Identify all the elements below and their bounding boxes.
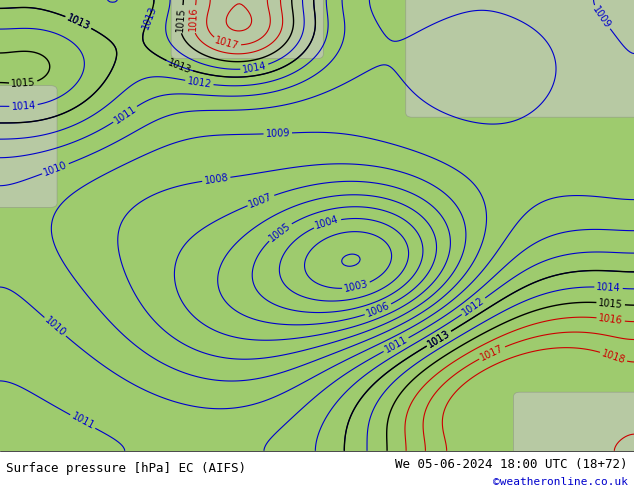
Text: 1014: 1014 <box>596 282 621 293</box>
Text: 1011: 1011 <box>112 103 138 125</box>
Text: 1006: 1006 <box>365 300 391 319</box>
Text: 1011: 1011 <box>70 412 96 432</box>
FancyBboxPatch shape <box>171 0 323 59</box>
Text: ©weatheronline.co.uk: ©weatheronline.co.uk <box>493 477 628 487</box>
Text: 1013: 1013 <box>426 328 452 349</box>
Text: We 05-06-2024 18:00 UTC (18+72): We 05-06-2024 18:00 UTC (18+72) <box>395 458 628 471</box>
Text: 1017: 1017 <box>214 35 240 51</box>
Text: 1008: 1008 <box>204 172 229 186</box>
Text: 1005: 1005 <box>267 220 293 243</box>
Text: 1018: 1018 <box>600 348 626 366</box>
Text: 1013: 1013 <box>166 57 193 75</box>
Text: 1011: 1011 <box>383 334 410 355</box>
Text: 1012: 1012 <box>186 76 212 90</box>
Text: 1013: 1013 <box>140 4 158 31</box>
Text: 1015: 1015 <box>174 6 186 32</box>
Text: 1010: 1010 <box>42 315 68 339</box>
Text: Surface pressure [hPa] EC (AIFS): Surface pressure [hPa] EC (AIFS) <box>6 462 247 475</box>
Text: 1013: 1013 <box>65 12 92 32</box>
Text: 1004: 1004 <box>314 215 340 231</box>
FancyBboxPatch shape <box>406 0 634 117</box>
Text: 1013: 1013 <box>426 328 452 349</box>
Text: 1007: 1007 <box>247 191 274 209</box>
Text: 1012: 1012 <box>461 295 486 318</box>
Text: 1016: 1016 <box>188 7 198 31</box>
Text: 1014: 1014 <box>242 61 268 75</box>
Text: 1016: 1016 <box>598 313 623 326</box>
FancyBboxPatch shape <box>0 86 57 207</box>
Text: 1013: 1013 <box>65 12 92 32</box>
Text: 1014: 1014 <box>11 100 36 112</box>
Text: 1009: 1009 <box>591 4 612 30</box>
Text: 1017: 1017 <box>479 343 505 363</box>
Text: 1009: 1009 <box>266 128 290 139</box>
Text: 1003: 1003 <box>343 279 369 294</box>
Text: 1010: 1010 <box>42 160 68 178</box>
Text: 1015: 1015 <box>11 78 36 89</box>
FancyBboxPatch shape <box>514 392 634 455</box>
Text: 1015: 1015 <box>598 297 623 310</box>
